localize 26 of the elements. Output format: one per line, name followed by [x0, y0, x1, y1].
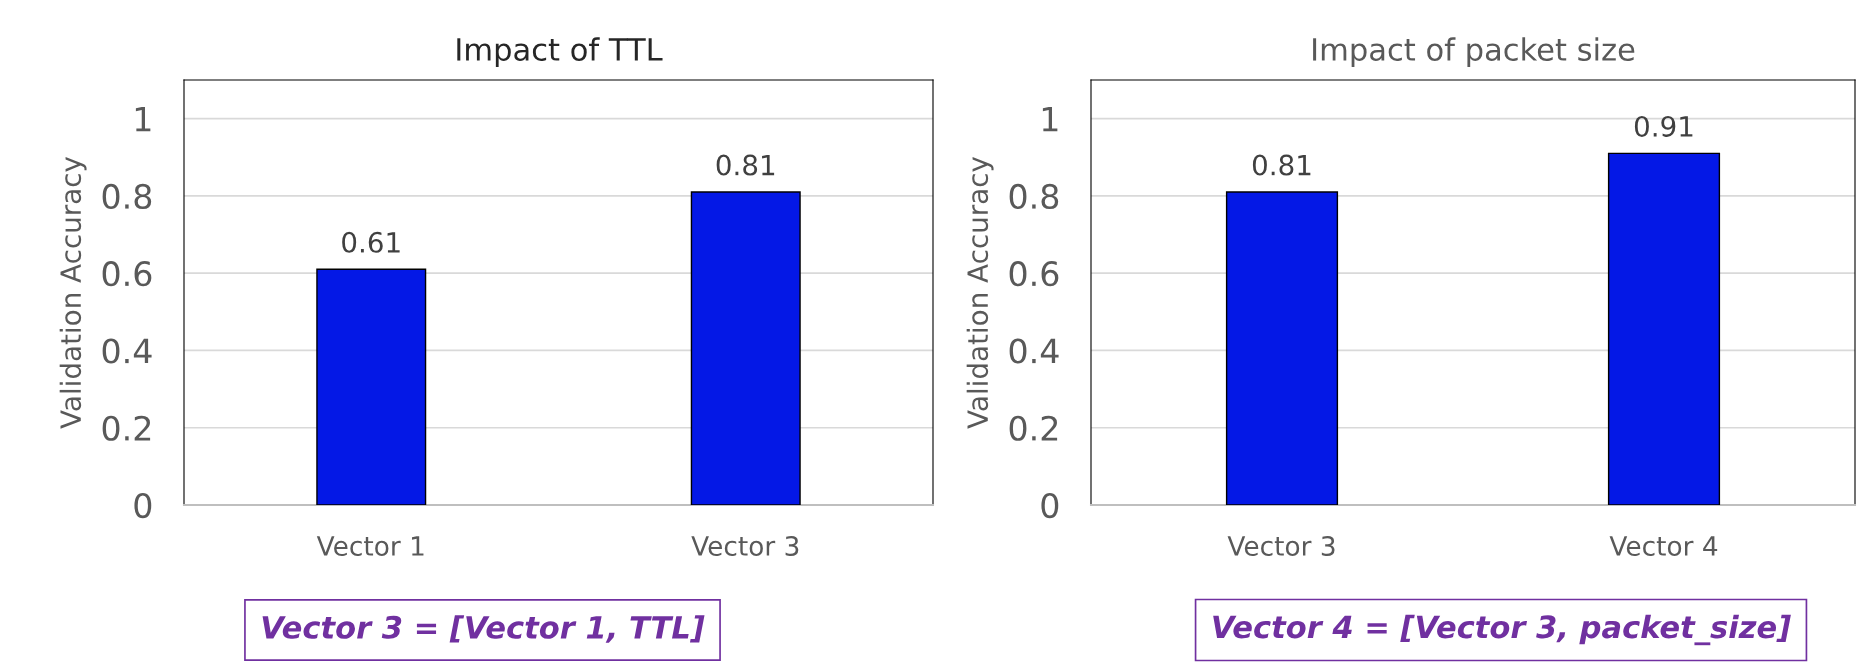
y-tick-label: 0.4 — [1009, 338, 1059, 364]
data-label: 0.91 — [1634, 115, 1693, 137]
x-tick-label: Vector 4 — [1609, 536, 1718, 556]
chart-title: Impact of packet size — [1313, 37, 1635, 67]
y-tick-label: 0.2 — [102, 415, 151, 441]
y-tick-label: 0.6 — [102, 261, 152, 287]
y-tick-label: 0.8 — [102, 183, 152, 210]
data-label: 0.81 — [1252, 154, 1311, 176]
y-tick-label: 1 — [1042, 107, 1058, 132]
y-axis-title: Validation Accuracy — [59, 156, 87, 429]
y-tick-label: 0.4 — [102, 338, 152, 364]
text: Vector 4 = [Vector 3, packet_size] — [1213, 614, 1791, 646]
data-label: 0.81 — [716, 154, 775, 176]
y-axis-title: Validation Accuracy — [966, 156, 994, 429]
x-tick-label: Vector 3 — [1227, 536, 1335, 556]
y-tick-label: 0 — [134, 492, 152, 519]
chart-title: Impact of TTL — [457, 37, 663, 67]
y-tick-label: 0 — [1041, 492, 1059, 519]
y-tick-label: 0.2 — [1009, 415, 1058, 441]
y-tick-label: 1 — [135, 107, 151, 132]
y-tick-label: 0.6 — [1009, 261, 1059, 287]
text: Vector 3 = [Vector 1, TTL] — [262, 615, 705, 643]
x-tick-label: Vector 3 — [691, 536, 799, 556]
x-tick-label: Vector 1 — [316, 536, 424, 556]
data-label: 0.61 — [342, 231, 400, 253]
y-tick-label: 0.8 — [1009, 183, 1059, 210]
